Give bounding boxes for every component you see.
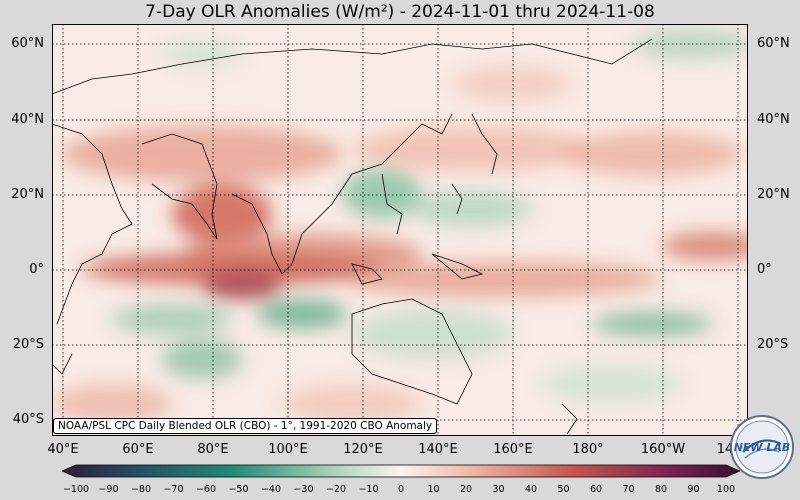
lon-label: 160°E: [493, 442, 533, 457]
colorbar-tick-label: −70: [163, 484, 184, 495]
colorbar-tick-label: −90: [98, 484, 119, 495]
colorbar-tick-label: 90: [687, 484, 700, 495]
colorbar-tick-label: 10: [427, 484, 440, 495]
colorbar-tick-label: −20: [325, 484, 347, 495]
graticule: [52, 24, 748, 436]
colorbar-tick-label: 30: [492, 484, 505, 495]
lat-label-left: 0°: [29, 262, 44, 277]
lat-label-right: 40°N: [757, 112, 790, 127]
lat-label-left: 40°S: [12, 412, 44, 427]
lat-label-right: 20°S: [757, 337, 789, 352]
lon-label: 14: [716, 442, 734, 457]
colorbar-tick-label: −10: [358, 484, 379, 495]
lon-label: 100°E: [268, 442, 308, 457]
lon-label: 120°E: [343, 442, 383, 457]
lon-label: 180°: [572, 442, 604, 457]
colorbar-tick-label: 100: [716, 484, 736, 495]
colorbar-tick-label: 80: [654, 484, 668, 495]
colorbar-tick-label: −100: [62, 484, 90, 495]
colorbar-tick-label: 60: [589, 484, 603, 495]
colorbar-tick-label: 0: [397, 484, 405, 495]
colorbar-tick-label: −80: [130, 484, 152, 495]
logo-text: NEW LAB: [734, 441, 791, 454]
map-title: 7-Day OLR Anomalies (W/m²) - 2024-11-01 …: [145, 2, 655, 22]
lat-label-left: 40°N: [11, 112, 44, 127]
olr-anomaly-map: [52, 24, 748, 436]
colorbar-tick-label: −50: [228, 484, 249, 495]
colorbar: [62, 464, 740, 478]
lat-label-left: 60°N: [11, 36, 44, 51]
map-frame: [52, 24, 748, 436]
lat-label-right: 0°: [757, 262, 772, 277]
colorbar-tick-label: 70: [622, 484, 635, 495]
colorbar-tick-label: −40: [260, 484, 282, 495]
lon-label: 80°E: [197, 442, 229, 457]
lon-label: 140°E: [418, 442, 458, 457]
colorbar-tick-label: 50: [557, 484, 570, 495]
coastlines: [52, 38, 653, 435]
newlab-logo-icon: NEW LAB: [730, 415, 794, 479]
lon-label: 160°W: [640, 442, 686, 457]
lat-label-right: 20°N: [757, 187, 790, 202]
data-source-credit: NOAA/PSL CPC Daily Blended OLR (CBO) - 1…: [53, 418, 438, 434]
lat-label-left: 20°N: [11, 187, 44, 202]
colorbar-tick-label: −30: [293, 484, 314, 495]
colorbar-tick-label: −60: [195, 484, 217, 495]
colorbar-gradient: [62, 464, 740, 478]
lat-label-right: 60°N: [757, 36, 790, 51]
anomaly-field: [52, 29, 748, 424]
lon-label: 60°E: [122, 442, 154, 457]
colorbar-tick-label: 40: [524, 484, 538, 495]
lon-label: 40°E: [47, 442, 79, 457]
lat-label-left: 20°S: [12, 337, 44, 352]
colorbar-tick-label: 20: [459, 484, 473, 495]
